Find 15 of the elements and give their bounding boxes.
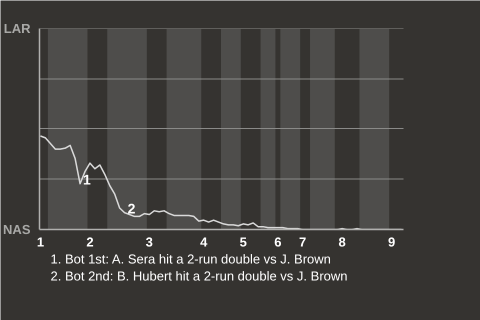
x-tick-label: 3 xyxy=(146,234,153,250)
x-tick-label: 4 xyxy=(200,234,208,250)
x-tick-label: 2 xyxy=(86,234,94,250)
x-tick-label: 9 xyxy=(388,234,396,250)
text: LAR xyxy=(4,21,32,36)
text: NAS xyxy=(3,222,31,237)
annotation: 2 xyxy=(128,200,136,217)
text: 2. Bot 2nd: B. Hubert hit a 2-run double vs J. Brown xyxy=(50,268,348,284)
text: 1. Bot 1st: A. Sera hit a 2-run double vs J. Brown xyxy=(50,252,331,266)
x-tick-label: 1 xyxy=(36,234,44,250)
x-tick-label: 6 xyxy=(274,234,282,250)
x-tick-label: 7 xyxy=(298,234,306,250)
x-tick-label: 5 xyxy=(240,234,247,250)
x-tick-label: 8 xyxy=(338,234,346,250)
annotation: 1 xyxy=(83,172,92,188)
